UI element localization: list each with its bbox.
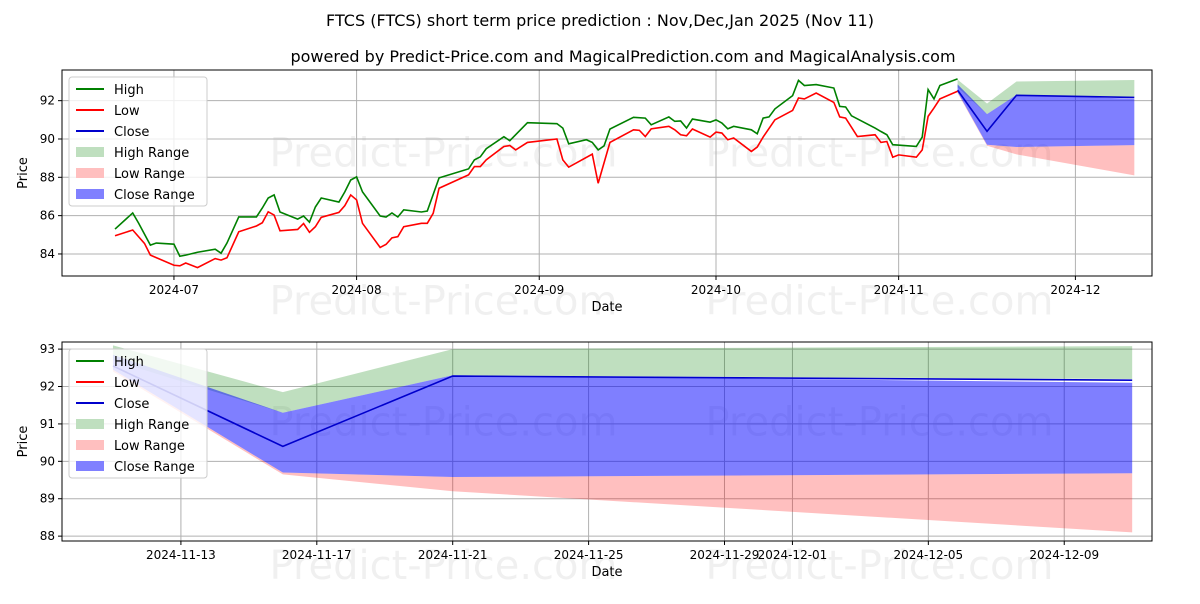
high-line bbox=[114, 78, 958, 258]
y-tick-label: 91 bbox=[40, 417, 55, 431]
x-tick-label: 2024-11-25 bbox=[554, 548, 624, 562]
x-tick-label: 2024-07 bbox=[149, 283, 199, 297]
low-line bbox=[114, 90, 958, 269]
y-tick-label: 90 bbox=[40, 132, 55, 146]
legend-swatch-patch bbox=[76, 440, 104, 450]
close-forecast-line bbox=[956, 89, 1135, 133]
high-range-band bbox=[957, 79, 1135, 115]
legend-swatch-patch bbox=[76, 419, 104, 429]
legend-label: Close bbox=[114, 397, 149, 412]
close-range-band bbox=[957, 84, 1135, 148]
watermark-text: Predict-Price.com bbox=[270, 130, 618, 176]
y-tick-label: 88 bbox=[40, 529, 55, 543]
y-tick-label: 84 bbox=[40, 247, 55, 261]
legend-label: Low Range bbox=[114, 439, 185, 454]
legend: High Low Close High Range Low Range Close Ran… bbox=[68, 348, 208, 479]
chart-title: FTCS (FTCS) short term price prediction … bbox=[326, 11, 874, 30]
legend-swatch-patch bbox=[76, 189, 104, 199]
legend-label: Close Range bbox=[114, 460, 195, 475]
watermark-text: Predict-Price.com bbox=[270, 279, 618, 325]
y-axis-label: Price bbox=[16, 157, 31, 189]
x-axis-label: Date bbox=[591, 300, 622, 315]
x-tick-label: 2024-12-01 bbox=[758, 548, 828, 562]
x-tick-label: 2024-11-17 bbox=[282, 548, 352, 562]
legend-label: High Range bbox=[114, 146, 189, 161]
watermark-text: Predict-Price.com bbox=[706, 543, 1054, 589]
legend-label: Close bbox=[114, 125, 149, 140]
close-range-band bbox=[112, 354, 1133, 478]
x-tick-label: 2024-09 bbox=[514, 283, 564, 297]
x-tick-label: 2024-12-05 bbox=[893, 548, 963, 562]
legend-swatch-patch bbox=[76, 461, 104, 471]
y-tick-label: 88 bbox=[40, 170, 55, 184]
legend-label: Close Range bbox=[114, 188, 195, 203]
forecast-panel: Predict-Price.comPredict-Price.comPredic… bbox=[16, 341, 1153, 589]
axes-frame bbox=[61, 341, 1153, 542]
x-tick-label: 2024-11-29 bbox=[690, 548, 760, 562]
y-tick-label: 92 bbox=[40, 380, 55, 394]
legend-label: Low bbox=[114, 376, 140, 391]
y-tick-label: 92 bbox=[40, 94, 55, 108]
legend-label: Low Range bbox=[114, 167, 185, 182]
low-range-band bbox=[112, 369, 1133, 533]
x-tick-label: 2024-11 bbox=[874, 283, 924, 297]
x-axis-label: Date bbox=[591, 565, 622, 580]
legend-swatch-patch bbox=[76, 168, 104, 178]
axes-frame bbox=[61, 69, 1153, 277]
legend-label: Low bbox=[114, 104, 140, 119]
x-tick-label: 2024-12 bbox=[1050, 283, 1100, 297]
legend: High Low Close High Range Low Range Close Ran… bbox=[68, 76, 208, 207]
watermark-text: Predict-Price.com bbox=[706, 279, 1054, 325]
x-tick-label: 2024-08 bbox=[332, 283, 382, 297]
legend-label: High bbox=[114, 355, 144, 370]
low-range-band bbox=[957, 92, 1135, 176]
legend-swatch-patch bbox=[76, 147, 104, 157]
y-tick-label: 93 bbox=[40, 342, 55, 356]
chart-subtitle: powered by Predict-Price.com and Magical… bbox=[290, 47, 955, 66]
y-tick-label: 90 bbox=[40, 454, 55, 468]
y-tick-label: 86 bbox=[40, 209, 55, 223]
y-axis-label: Price bbox=[16, 426, 31, 458]
legend-label: High Range bbox=[114, 418, 189, 433]
x-tick-label: 2024-11-21 bbox=[418, 548, 488, 562]
history-panel: Predict-Price.com Predict-Price.com Predic… bbox=[16, 69, 1153, 325]
high-range-band bbox=[112, 345, 1133, 413]
x-tick-label: 2024-12-09 bbox=[1029, 548, 1099, 562]
legend-label: High bbox=[114, 83, 144, 98]
watermark-text: Predict-Price.com bbox=[270, 543, 618, 589]
x-tick-label: 2024-10 bbox=[691, 283, 741, 297]
y-tick-label: 89 bbox=[40, 492, 55, 506]
x-tick-label: 2024-11-13 bbox=[146, 548, 216, 562]
